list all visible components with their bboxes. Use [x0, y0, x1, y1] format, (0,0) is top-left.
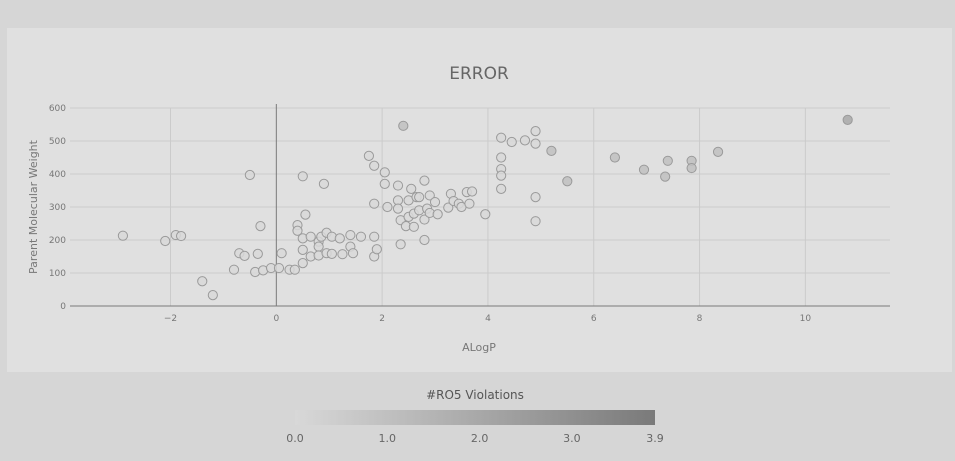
data-point: [297, 171, 308, 182]
y-tick-label: 500: [49, 137, 66, 147]
data-point: [395, 239, 406, 250]
data-point: [464, 198, 475, 209]
data-point: [406, 183, 417, 194]
data-point: [207, 290, 218, 301]
data-point: [496, 170, 507, 181]
data-point: [424, 190, 435, 201]
data-point: [712, 146, 724, 157]
data-point: [638, 164, 650, 175]
data-point: [255, 221, 266, 232]
data-point: [363, 150, 375, 161]
data-point: [347, 248, 359, 259]
y-tick-label: 200: [49, 236, 66, 246]
x-tick-label: 8: [697, 314, 703, 324]
data-point: [318, 178, 330, 189]
data-point: [842, 114, 853, 125]
y-tick-label: 0: [60, 302, 66, 312]
data-point: [506, 136, 517, 148]
data-point: [414, 192, 425, 203]
colorbar-tick-label: 0.0: [286, 432, 304, 445]
chart-title: ERROR: [449, 64, 509, 84]
data-point: [609, 152, 621, 163]
data-point: [305, 231, 316, 242]
data-point: [398, 120, 409, 131]
data-point: [562, 176, 573, 187]
data-point: [228, 264, 240, 275]
data-point: [392, 180, 404, 191]
data-point: [334, 233, 345, 244]
y-tick-label: 300: [49, 203, 66, 213]
data-point: [686, 162, 697, 174]
data-point: [369, 160, 380, 171]
x-tick-label: 2: [379, 314, 385, 324]
colorbar-title: #RO5 Violations: [426, 388, 524, 402]
data-point: [443, 202, 454, 213]
data-point: [519, 135, 531, 146]
data-point: [371, 244, 382, 255]
data-point: [496, 183, 507, 194]
data-point: [419, 234, 430, 246]
data-point: [300, 209, 311, 220]
y-axis-label: Parent Molecular Weight: [27, 139, 40, 274]
colorbar-gradient: [295, 410, 655, 425]
data-point: [480, 209, 491, 220]
data-point: [662, 155, 673, 166]
x-tick-label: 4: [485, 314, 491, 324]
data-point: [355, 231, 367, 242]
data-point: [239, 250, 250, 261]
data-point: [345, 229, 356, 241]
data-point: [337, 249, 348, 260]
data-point: [419, 175, 430, 186]
data-point: [244, 169, 255, 181]
data-point: [276, 248, 287, 259]
colorbar-tick-label: 3.0: [563, 432, 581, 445]
data-point: [432, 209, 443, 220]
data-point: [466, 186, 478, 197]
data-point: [392, 203, 404, 214]
y-tick-label: 100: [49, 269, 66, 279]
data-point: [496, 152, 507, 163]
data-point: [160, 235, 171, 247]
data-point: [530, 138, 541, 149]
x-axis-label: ALogP: [462, 341, 496, 354]
data-point: [419, 214, 430, 225]
data-point: [530, 216, 541, 227]
data-point: [369, 198, 380, 209]
data-point: [379, 167, 390, 178]
y-tick-label: 600: [49, 104, 66, 114]
colorbar-scale: 0.0 1.0 2.0 3.0 3.9: [286, 410, 664, 445]
colorbar-tick-label: 1.0: [379, 432, 397, 445]
x-tick-label: 6: [591, 314, 597, 324]
colorbar: #RO5 Violations 0.0 1.0 2.0 3.0 3.9: [250, 380, 700, 450]
data-point: [197, 276, 208, 287]
x-tick-label: 0: [273, 314, 279, 324]
data-point: [546, 145, 557, 157]
data-point: [369, 231, 380, 242]
data-point: [660, 171, 671, 182]
y-tick-label: 400: [49, 170, 66, 180]
x-tick-label: 10: [800, 314, 812, 324]
data-point: [429, 196, 441, 208]
data-point: [496, 132, 507, 143]
data-point: [530, 192, 541, 203]
chart-panel: −2 0 2 4 6 8 10 0 100 200 300 400 500 600 ERROR ALogP Pa…: [7, 28, 952, 372]
data-point: [297, 258, 308, 269]
scatter-chart: −2 0 2 4 6 8 100100200300400500600ERRORALogPPa…: [27, 64, 890, 354]
data-point: [117, 230, 129, 241]
data-point: [530, 126, 541, 137]
data-point: [175, 230, 187, 242]
colorbar-tick-label: 3.9: [646, 432, 664, 445]
data-point: [292, 225, 303, 236]
data-point: [289, 264, 300, 275]
data-point: [408, 221, 419, 232]
data-point: [313, 241, 324, 252]
data-point: [379, 178, 390, 189]
data-point: [297, 244, 308, 255]
data-point: [382, 201, 393, 213]
data-point: [326, 248, 337, 259]
x-tick-label: −2: [164, 314, 177, 324]
data-point: [252, 248, 263, 259]
colorbar-tick-label: 2.0: [471, 432, 489, 445]
data-point: [273, 262, 285, 274]
